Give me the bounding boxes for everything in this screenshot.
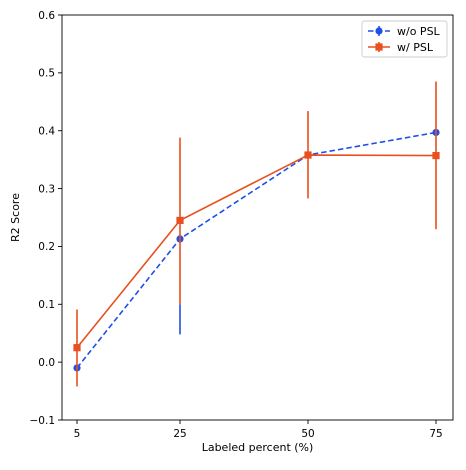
legend-marker [375,27,383,35]
data-point [304,151,312,159]
y-tick-label: 0.0 [38,357,55,369]
y-axis: −0.1 0.0 0.1 0.2 0.3 0.4 0.5 0.6 [30,10,62,427]
series-with-psl [73,81,440,387]
x-tick-label: 50 [301,428,314,440]
y-tick-label: 0.3 [38,183,55,195]
y-axis-label: R2 Score [9,193,22,242]
legend-marker [375,43,383,51]
x-tick-label: 75 [429,428,442,440]
y-tick-label: 0.5 [38,68,55,80]
data-point [176,216,184,224]
y-tick-label: 0.6 [38,10,55,22]
x-tick-label: 5 [74,428,81,440]
legend-label: w/ PSL [397,41,434,54]
series-line [76,154,437,349]
x-axis: 5 25 50 75 [74,420,443,440]
y-tick-label: 0.2 [38,241,55,253]
legend-box [361,20,448,58]
series-line [76,131,437,369]
legend: w/o PSL w/ PSL [361,20,448,58]
x-tick-label: 25 [173,428,186,440]
legend-entry: w/o PSL [368,25,441,38]
plot-elements [73,81,440,387]
data-point [73,344,81,352]
series-without-psl [73,128,440,372]
y-tick-label: 0.1 [38,299,55,311]
legend-entry: w/ PSL [368,41,434,54]
x-axis-label: Labeled percent (%) [202,441,314,454]
data-point [432,151,440,160]
y-tick-label: −0.1 [30,415,56,427]
legend-label: w/o PSL [397,25,441,38]
y-tick-label: 0.4 [38,126,55,138]
plot-frame [61,14,454,421]
